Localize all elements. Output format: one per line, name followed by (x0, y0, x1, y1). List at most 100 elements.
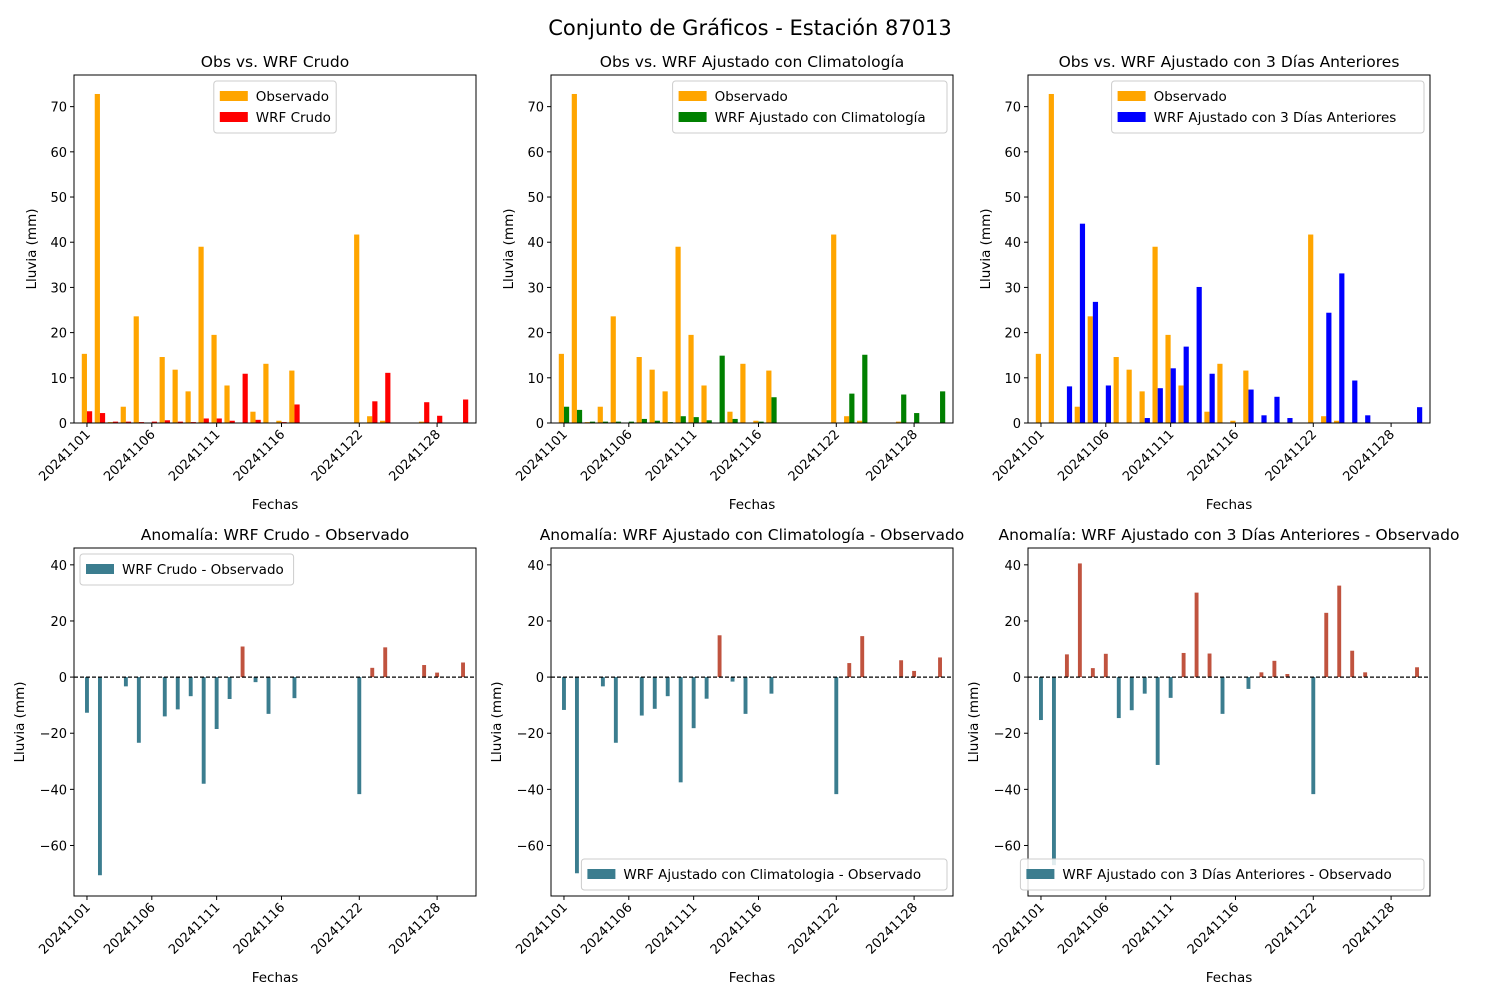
axes-frame (550, 547, 954, 897)
bar-series-2 (1105, 385, 1111, 423)
x-axis-label: Fechas (1206, 497, 1253, 513)
anomaly-bar (899, 660, 904, 678)
bar-series-2 (693, 417, 699, 423)
bar-series-2 (719, 355, 725, 423)
y-tick-label: 40 (50, 559, 67, 574)
anomaly-bar (574, 677, 579, 874)
legend-label: Observado (715, 89, 788, 105)
y-tick-label: −40 (517, 783, 544, 798)
figure-title: Conjunto de Gráficos - Estación 87013 (548, 16, 952, 40)
y-tick-label: 20 (50, 615, 67, 630)
bar-series-2 (151, 421, 157, 423)
anomaly-bar (292, 677, 297, 699)
anomaly-bar (1155, 677, 1160, 765)
anomaly-bar (717, 635, 722, 678)
bar-series-1 (1126, 369, 1132, 423)
bar-series-1 (895, 421, 902, 423)
bar-series-2 (1248, 389, 1254, 423)
anomaly-bar (1090, 668, 1095, 678)
bar-series-1 (766, 370, 772, 423)
x-tick-label: 20241128 (864, 900, 921, 957)
legend-swatch (1026, 869, 1055, 879)
bar-series-2 (706, 420, 712, 423)
bar-series-2 (563, 406, 570, 423)
bar-series-1 (367, 416, 373, 423)
anomaly-bar (214, 677, 219, 730)
x-tick-label: 20241128 (387, 427, 444, 484)
anomaly-bar (704, 677, 709, 699)
bar-series-2 (654, 420, 660, 423)
bar-series-2 (862, 354, 868, 423)
bar-series-2 (576, 409, 583, 423)
legend: WRF Crudo - Observado (79, 553, 295, 586)
anomaly-bar (162, 677, 167, 717)
bar-series-1 (81, 353, 87, 423)
anomaly-bar (175, 677, 180, 710)
x-tick-label: 20241101 (990, 900, 1047, 957)
axes-frame (550, 74, 954, 424)
bar-series-1 (289, 370, 295, 423)
anomaly-bar (1220, 677, 1225, 714)
legend: Observado WRF Ajustado con 3 Días Anterio… (1111, 80, 1425, 134)
anomaly-bar (188, 677, 193, 697)
y-tick-label: 20 (527, 615, 544, 630)
bar-series-2 (1339, 273, 1345, 423)
anomaly-bar (461, 662, 465, 678)
anomaly-bar (1324, 612, 1329, 678)
bar-series-2 (1092, 301, 1099, 423)
y-tick-label: −20 (517, 727, 544, 742)
bar-series-2 (99, 413, 106, 423)
y-tick-label: 50 (527, 191, 544, 206)
bar-series-2 (177, 421, 183, 423)
anomaly-bar (85, 677, 89, 713)
legend-box (79, 553, 295, 586)
y-tick-label: −60 (517, 839, 544, 854)
x-tick-label: 20241122 (309, 900, 366, 957)
bar-series-2 (1170, 368, 1176, 423)
anomaly-bar (600, 677, 605, 687)
anomaly-bar (1051, 677, 1056, 866)
x-tick-label: 20241116 (1185, 427, 1242, 484)
bar-series-1 (418, 421, 425, 423)
bar-series-2 (1287, 418, 1293, 423)
bar-series-1 (740, 363, 746, 423)
y-tick-label: 0 (536, 671, 544, 686)
anomaly-bar (435, 672, 440, 678)
anomaly-bar (240, 646, 245, 678)
x-tick-label: 20241106 (101, 427, 158, 484)
anomaly-bar (422, 665, 427, 678)
anomaly-bar (1077, 563, 1082, 678)
x-tick-label: 20241116 (231, 427, 288, 484)
y-tick-label: 70 (1004, 101, 1021, 116)
bar-series-1 (571, 93, 577, 424)
legend-label: WRF Ajustado con Climatología (715, 110, 926, 126)
anomaly-bar (678, 677, 683, 783)
bar-series-2 (1274, 396, 1280, 423)
y-tick-label: 10 (527, 372, 544, 387)
bar-series-1 (662, 391, 668, 423)
bar-series-2 (914, 413, 920, 423)
x-tick-label: 20241106 (101, 900, 158, 957)
x-axis-label: Fechas (1206, 970, 1253, 986)
y-tick-label: 40 (527, 559, 544, 574)
anomaly-bar (665, 677, 670, 697)
y-tick-label: −20 (40, 727, 67, 742)
x-tick-label: 20241111 (1120, 900, 1177, 957)
x-tick-label: 20241111 (166, 900, 223, 957)
bar-series-2 (1417, 407, 1423, 423)
anomaly-bar (860, 636, 865, 678)
legend-label: WRF Crudo (256, 110, 331, 126)
bar-series-1 (688, 334, 694, 423)
bar-series-2 (901, 394, 907, 423)
anomaly-bar (1181, 652, 1186, 678)
bar-series-1 (701, 385, 707, 423)
x-tick-label: 20241116 (1185, 900, 1242, 957)
bar-series-1 (1152, 246, 1158, 423)
bar-series-1 (558, 353, 564, 423)
x-tick-label: 20241128 (864, 427, 921, 484)
bar-series-2 (1196, 286, 1202, 423)
anomaly-bar (639, 677, 644, 716)
